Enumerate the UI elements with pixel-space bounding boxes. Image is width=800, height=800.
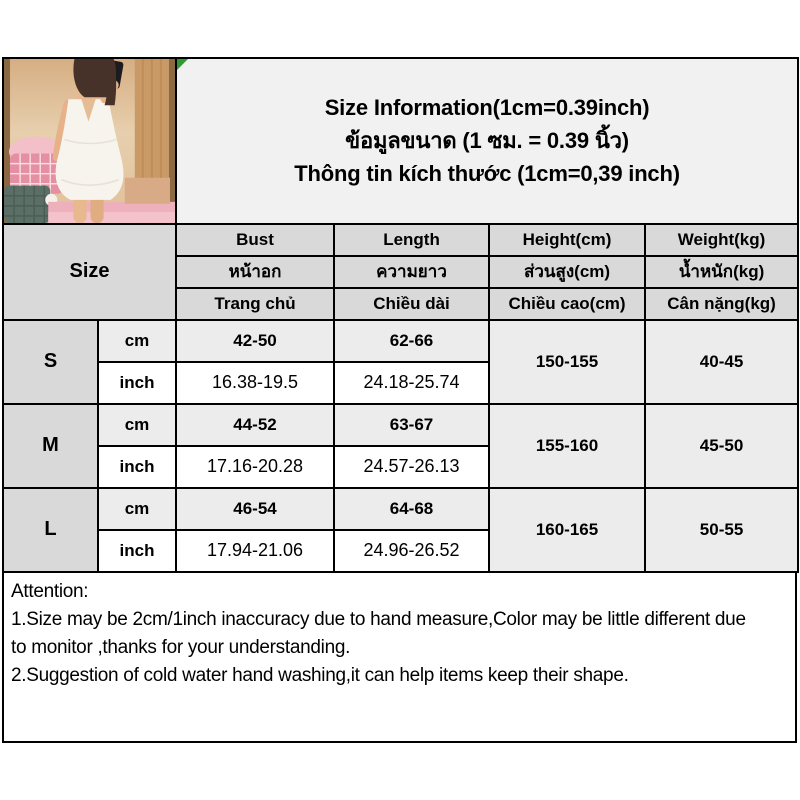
col-header-bust-th: หน้าอก bbox=[175, 254, 336, 289]
col-header-weight-vi: Cân nặng(kg) bbox=[644, 286, 800, 321]
size-table: Size Information(1cm=0.39inch) ข้อมูลขนา… bbox=[1, 57, 800, 573]
unit-label-cm: cm bbox=[96, 486, 178, 531]
col-header-length-vi: Chiều dài bbox=[333, 286, 491, 321]
size-column-header: Size bbox=[1, 222, 178, 321]
m-bust-inch: 17.16-20.28 bbox=[175, 444, 336, 489]
title-english: Size Information(1cm=0.39inch) bbox=[324, 95, 650, 121]
size-label-l: L bbox=[2, 486, 99, 573]
title-vietnamese: Thông tin kích thước (1cm=0,39 inch) bbox=[294, 161, 680, 187]
col-header-height-th: ส่วนสูง(cm) bbox=[488, 254, 647, 289]
unit-label-cm: cm bbox=[96, 402, 178, 447]
l-length-cm: 64-68 bbox=[333, 486, 491, 531]
unit-label-cm: cm bbox=[96, 318, 178, 363]
s-length-inch: 24.18-25.74 bbox=[333, 360, 491, 405]
attention-note-box: Attention: 1.Size may be 2cm/1inch inacc… bbox=[2, 570, 797, 743]
table-row-l-cm: L cm 46-54 64-68 160-165 50-55 bbox=[2, 486, 800, 573]
col-header-weight-th: น้ำหนัก(kg) bbox=[644, 254, 800, 289]
col-header-length-th: ความยาว bbox=[333, 254, 491, 289]
table-row-s-cm: S cm 42-50 62-66 150-155 40-45 bbox=[2, 318, 800, 405]
s-height: 150-155 bbox=[488, 318, 647, 405]
size-info-title-cell: Size Information(1cm=0.39inch) ข้อมูลขนา… bbox=[175, 57, 800, 225]
m-bust-cm: 44-52 bbox=[175, 402, 336, 447]
m-length-cm: 63-67 bbox=[333, 402, 491, 447]
title-row: Size Information(1cm=0.39inch) ข้อมูลขนา… bbox=[1, 57, 800, 225]
product-photo-illustration bbox=[5, 59, 175, 222]
unit-label-inch: inch bbox=[96, 360, 178, 405]
header-row-english: Size Bust Length Height(cm) Weight(kg) bbox=[1, 222, 800, 321]
col-header-weight-en: Weight(kg) bbox=[644, 222, 800, 257]
attention-line-3: 2.Suggestion of cold water hand washing,… bbox=[11, 664, 629, 686]
table-row-m-inch: inch 17.16-20.28 24.57-26.13 bbox=[3, 444, 798, 489]
s-bust-cm: 42-50 bbox=[175, 318, 336, 363]
table-row-m-cm: M cm 44-52 63-67 155-160 45-50 bbox=[2, 402, 800, 489]
size-label-s: S bbox=[2, 318, 99, 405]
size-chart-sheet: Size Information(1cm=0.39inch) ข้อมูลขนา… bbox=[1, 57, 800, 743]
size-label-m: M bbox=[2, 402, 99, 489]
title-thai: ข้อมูลขนาด (1 ซม. = 0.39 นิ้ว) bbox=[345, 128, 629, 154]
s-bust-inch: 16.38-19.5 bbox=[175, 360, 336, 405]
col-header-bust-vi: Trang chủ bbox=[175, 286, 336, 321]
attention-line-1: 1.Size may be 2cm/1inch inaccuracy due t… bbox=[11, 608, 746, 630]
m-height: 155-160 bbox=[488, 402, 647, 489]
s-length-cm: 62-66 bbox=[333, 318, 491, 363]
header-row-vietnamese: Trang chủ Chiều dài Chiều cao(cm) Cân nặ… bbox=[3, 286, 800, 321]
l-weight: 50-55 bbox=[644, 486, 800, 573]
m-length-inch: 24.57-26.13 bbox=[333, 444, 491, 489]
unit-label-inch: inch bbox=[96, 528, 178, 573]
header-row-thai: หน้าอก ความยาว ส่วนสูง(cm) น้ำหนัก(kg) bbox=[3, 254, 800, 289]
col-header-height-vi: Chiều cao(cm) bbox=[488, 286, 647, 321]
col-header-length-en: Length bbox=[333, 222, 491, 257]
l-bust-cm: 46-54 bbox=[175, 486, 336, 531]
product-photo bbox=[1, 57, 178, 225]
l-height: 160-165 bbox=[488, 486, 647, 573]
table-row-s-inch: inch 16.38-19.5 24.18-25.74 bbox=[3, 360, 798, 405]
m-weight: 45-50 bbox=[644, 402, 800, 489]
l-length-inch: 24.96-26.52 bbox=[333, 528, 491, 573]
col-header-height-en: Height(cm) bbox=[488, 222, 647, 257]
attention-heading: Attention: bbox=[11, 580, 89, 602]
attention-line-2: to monitor ,thanks for your understandin… bbox=[11, 636, 351, 658]
unit-label-inch: inch bbox=[96, 444, 178, 489]
col-header-bust-en: Bust bbox=[175, 222, 336, 257]
excel-corner-marker-icon bbox=[177, 59, 188, 70]
l-bust-inch: 17.94-21.06 bbox=[175, 528, 336, 573]
s-weight: 40-45 bbox=[644, 318, 800, 405]
